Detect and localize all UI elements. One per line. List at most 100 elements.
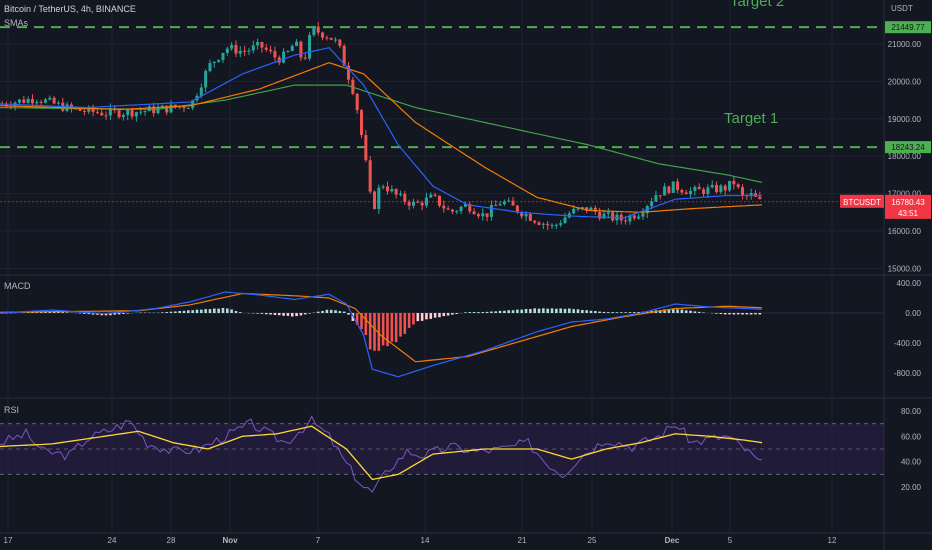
candle-body <box>650 201 654 207</box>
candle-body <box>355 93 359 111</box>
candle-body <box>130 109 134 117</box>
candle-body <box>277 57 281 63</box>
candle-body <box>637 216 641 219</box>
price-tick-label: 18000.00 <box>888 152 922 161</box>
candle-body <box>446 208 450 210</box>
candle-body <box>403 193 407 202</box>
candle-body <box>269 49 273 52</box>
bar-countdown: 43:51 <box>898 209 919 218</box>
candle-body <box>429 194 433 198</box>
candle-body <box>589 207 593 211</box>
rsi-line <box>0 415 763 493</box>
macd-indicator-label[interactable]: MACD <box>4 281 31 291</box>
candle-body <box>420 202 424 206</box>
candle-body <box>385 186 390 192</box>
target-levels[interactable] <box>0 26 884 203</box>
current-price-label: 16780.43 <box>891 198 925 207</box>
candle-body <box>550 225 554 227</box>
candle-body <box>91 106 95 112</box>
price-tick-label: 19000.00 <box>888 115 922 124</box>
currency-label: USDT <box>891 4 913 13</box>
candle-body <box>329 37 333 40</box>
rsi-tick-label: 60.00 <box>901 432 922 441</box>
candle-body <box>43 99 47 103</box>
candle-body <box>416 201 420 203</box>
candle-body <box>741 187 745 196</box>
candle-body <box>182 106 186 109</box>
candle-body <box>697 186 701 190</box>
time-tick-label: 21 <box>518 536 527 545</box>
level-price-badge <box>885 141 931 154</box>
candle-body <box>30 99 34 104</box>
candle-body <box>39 101 43 103</box>
candle-body <box>559 223 563 225</box>
candle-body <box>437 195 441 206</box>
candle-body <box>364 135 368 161</box>
candle-body <box>126 109 130 115</box>
candle-body <box>424 197 428 206</box>
time-axis[interactable]: 17 24 28 Nov 7 14 21 25 Dec 5 12 <box>4 536 837 545</box>
candle-body <box>321 32 325 38</box>
price-tick-label: 21000.00 <box>888 40 922 49</box>
time-tick-label: 28 <box>167 536 176 545</box>
candle-body <box>585 207 589 211</box>
candle-body <box>108 108 112 116</box>
candle-body <box>533 220 537 223</box>
time-tick-label: 25 <box>588 536 597 545</box>
candle-body <box>48 97 52 100</box>
candle-body <box>238 50 242 54</box>
symbol-title[interactable]: Bitcoin / TetherUS, 4h, BINANCE <box>4 4 136 14</box>
price-tick-label: 16000.00 <box>888 227 922 236</box>
candle-body <box>671 181 675 193</box>
candle-body <box>78 108 82 111</box>
candle-body <box>295 41 299 46</box>
candle-body <box>17 99 21 103</box>
level-price-label: 18243.24 <box>891 143 925 152</box>
candle-body <box>611 212 615 221</box>
candle-body <box>169 104 173 113</box>
sma-mid-line <box>0 62 763 213</box>
candle-body <box>598 211 602 219</box>
time-tick-label: Dec <box>665 536 680 545</box>
candle-body <box>208 63 212 71</box>
target2-annotation[interactable]: Target 2 <box>730 0 784 10</box>
candle-body <box>334 39 338 41</box>
sma-fast-line <box>0 47 762 219</box>
candle-body <box>463 203 467 207</box>
candle-body <box>481 213 485 217</box>
candle-body <box>381 186 385 188</box>
candle-body <box>654 195 658 202</box>
candle-body <box>624 220 628 222</box>
price-tick-label: 20000.00 <box>888 77 922 86</box>
candle-body <box>541 223 545 225</box>
current-price-badge <box>885 194 931 219</box>
candle-body <box>338 39 342 46</box>
candle-body <box>715 184 719 193</box>
candle-body <box>282 51 286 63</box>
candle-body <box>628 215 632 222</box>
rsi-indicator-label[interactable]: RSI <box>4 405 20 415</box>
candle-body <box>225 48 229 53</box>
candle-body <box>56 102 60 104</box>
candle-body <box>251 45 255 51</box>
candle-body <box>360 110 364 136</box>
candle-body <box>121 114 125 118</box>
macd-pane[interactable] <box>0 291 884 378</box>
price-axis[interactable]: 15000.00 16000.00 17000.00 18000.00 19000.00… <box>840 21 931 492</box>
candle-body <box>728 180 732 191</box>
candle-body <box>468 203 472 212</box>
candle-body <box>243 50 247 52</box>
rsi-pane[interactable] <box>0 415 763 493</box>
candle-body <box>394 188 398 195</box>
candle-body <box>212 61 216 64</box>
rsi-tick-label: 20.00 <box>901 483 922 492</box>
symbol-badge-label: BTCUSDT <box>843 198 881 207</box>
candle-body <box>117 110 121 118</box>
candle-body <box>719 185 723 193</box>
candle-body <box>632 215 636 219</box>
candle-body <box>165 105 169 113</box>
target1-annotation[interactable]: Target 1 <box>724 110 778 127</box>
sma-indicator-label[interactable]: SMAs <box>4 18 29 28</box>
candle-body <box>372 191 377 209</box>
